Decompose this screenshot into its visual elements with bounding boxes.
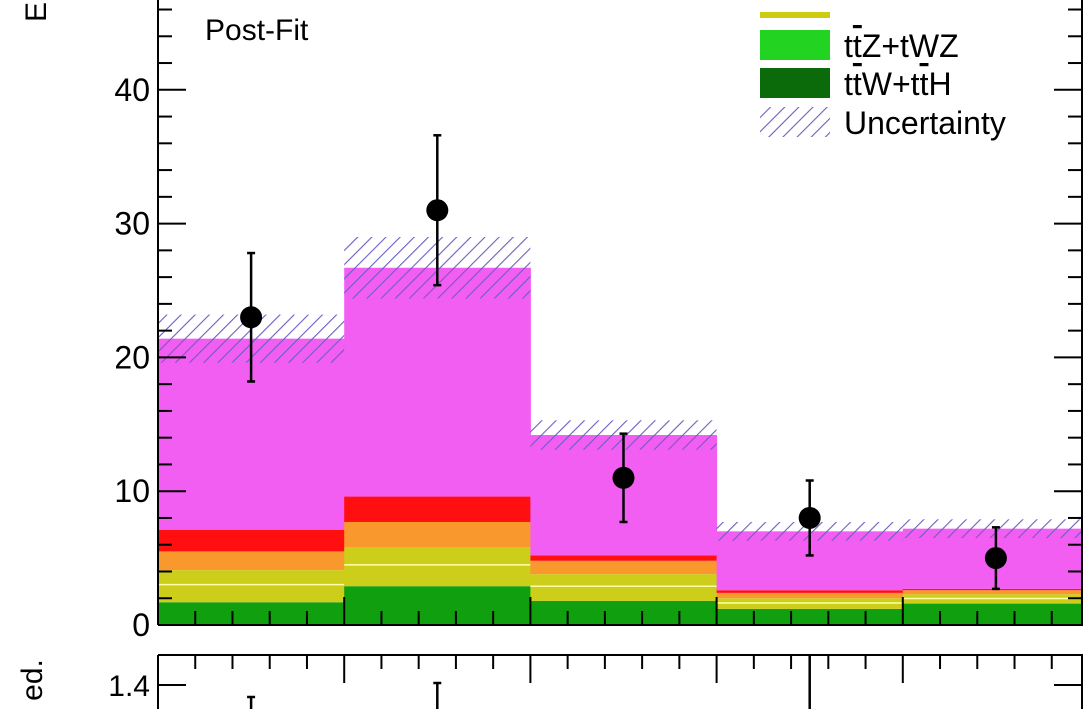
legend-label-part: Uncertainty — [844, 105, 1006, 141]
ratio-panel: 1.4 ed. — [16, 654, 1083, 714]
ratio-ticks — [157, 655, 1082, 686]
legend-label-part: t — [844, 28, 853, 64]
bar-segment-2-bin-1 — [344, 547, 531, 587]
bar-segment-0-bin-3 — [716, 608, 904, 625]
y-tick-label-20: 20 — [114, 339, 150, 375]
y-tick-label-10: 10 — [114, 473, 150, 509]
y-tick-label-30: 30 — [114, 206, 150, 242]
legend-label-part: W+ — [862, 66, 911, 102]
legend-label-part: t — [920, 66, 929, 102]
bar-segment-3-bin-2 — [530, 560, 718, 575]
bar-segment-2-bin-2 — [530, 574, 718, 601]
bar-segment-4-bin-0 — [158, 530, 345, 552]
bar-segment-2-bin-0 — [158, 570, 345, 603]
y-tick-labels: 0 10 20 30 40 — [114, 72, 150, 643]
legend-label-part: H — [928, 66, 951, 102]
bar-segment-3-bin-1 — [344, 521, 531, 548]
data-point-3 — [798, 506, 821, 529]
legend-label-part: t — [911, 66, 920, 102]
data-points — [240, 134, 1007, 591]
bar-segment-4-bin-3 — [716, 590, 904, 593]
axes — [157, 0, 1083, 626]
y-tick-label-0: 0 — [132, 607, 150, 643]
legend-label-part: Z+tWZ — [862, 28, 959, 64]
bar-segment-3-bin-4 — [902, 590, 1083, 595]
legend-label-1: ttW+ttH — [844, 66, 952, 102]
bar-segment-4-bin-2 — [530, 555, 718, 561]
legend-swatch-2 — [760, 107, 830, 137]
bar-segment-3-bin-0 — [158, 551, 345, 571]
legend-swatch-0 — [760, 30, 830, 60]
bar-segment-0-bin-1 — [344, 586, 531, 625]
ticks — [157, 8, 1082, 626]
y-tick-label-40: 40 — [114, 72, 150, 108]
bar-segment-3-bin-3 — [716, 592, 904, 599]
legend-swatch-1 — [760, 68, 830, 98]
data-point-4 — [984, 547, 1007, 570]
bar-segment-4-bin-1 — [344, 496, 531, 522]
bar-segment-0-bin-2 — [530, 600, 718, 625]
ratio-y-tick-label: 1.4 — [108, 670, 150, 703]
legend-label-0: ttZ+tWZ — [844, 28, 959, 64]
legend-yellow-sliver — [760, 12, 830, 18]
stacked-bars — [158, 267, 1083, 625]
legend-label-part: t — [853, 28, 862, 64]
data-point-0 — [240, 306, 263, 329]
legend-label-part: t — [853, 66, 862, 102]
legend-label-part: t — [844, 66, 853, 102]
legend-label-2: Uncertainty — [844, 105, 1006, 141]
ratio-points — [247, 655, 811, 709]
data-point-2 — [612, 466, 635, 489]
uncertainty-band-bin-4 — [902, 519, 1083, 539]
bar-segment-0-bin-4 — [902, 603, 1083, 625]
ratio-y-axis-label-fragment: ed. — [16, 659, 49, 701]
bar-segment-0-bin-0 — [158, 602, 345, 625]
post-fit-annotation: Post-Fit — [205, 14, 309, 47]
data-point-1 — [426, 199, 449, 222]
y-axis-label-fragment: E — [20, 2, 53, 22]
bar-segment-5-bin-1 — [344, 267, 531, 497]
